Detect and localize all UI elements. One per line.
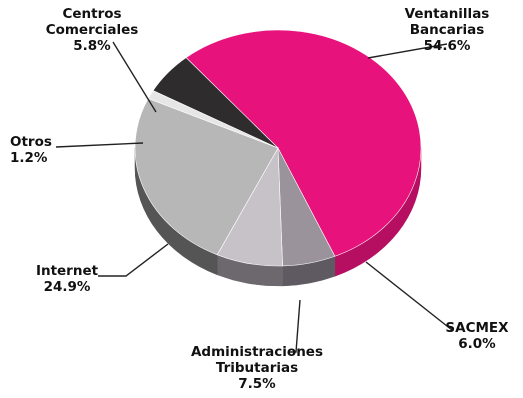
leader-line-administraciones-tributarias: [288, 299, 301, 353]
slice-label-ventanillas-bancarias: Ventanillas Bancarias 54.6%: [392, 6, 502, 54]
slice-name-administraciones-tributarias-line2: Tributarias: [215, 360, 299, 376]
slice-name-centros-comerciales-line2: Comerciales: [45, 22, 139, 38]
slice-name-otros: Otros: [10, 134, 52, 150]
slice-label-internet: Internet 24.9%: [34, 263, 100, 295]
leader-line-centros-comerciales: [112, 41, 157, 113]
pie-slice-centros-comerciales: [152, 57, 279, 149]
slice-name-ventanillas-bancarias-line1: Ventanillas: [404, 6, 490, 22]
slice-name-sacmex: SACMEX: [445, 320, 509, 336]
slice-value-sacmex: 6.0%: [458, 336, 496, 352]
slice-name-internet: Internet: [35, 263, 99, 279]
slice-name-ventanillas-bancarias-line2: Bancarias: [409, 22, 485, 38]
leader-line-otros: [55, 142, 144, 148]
pie-side-walls: [134, 147, 422, 287]
pie-slice-ventanillas-bancarias: [185, 29, 422, 257]
leader-line-ventanillas-bancarias: [367, 43, 448, 59]
slice-value-otros: 1.2%: [10, 150, 48, 166]
slice-value-administraciones-tributarias: 7.5%: [238, 376, 276, 392]
slice-value-ventanillas-bancarias: 54.6%: [423, 38, 471, 54]
slice-label-centros-comerciales: Centros Comerciales 5.8%: [36, 6, 148, 54]
pie-slice-internet: [134, 98, 279, 256]
leader-line-internet: [98, 243, 169, 277]
slice-name-centros-comerciales-line1: Centros: [62, 6, 122, 22]
slice-label-sacmex: SACMEX 6.0%: [438, 320, 516, 352]
slice-value-internet: 24.9%: [43, 279, 91, 295]
slice-label-otros: Otros 1.2%: [10, 134, 52, 166]
slice-value-centros-comerciales: 5.8%: [73, 38, 111, 54]
slice-name-administraciones-tributarias-line1: Administraciones: [190, 344, 323, 360]
leader-lines: [55, 41, 453, 353]
pie-top: [134, 29, 422, 267]
leader-line-sacmex: [365, 261, 453, 331]
slice-label-administraciones-tributarias: Administraciones Tributarias 7.5%: [182, 344, 332, 392]
